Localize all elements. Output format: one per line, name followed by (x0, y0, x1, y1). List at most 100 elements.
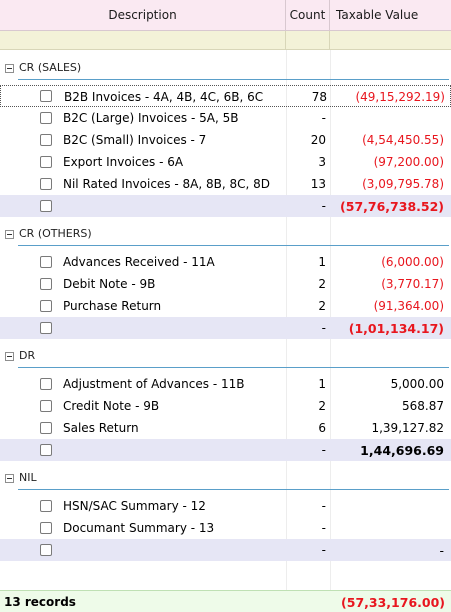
row-checkbox[interactable] (40, 178, 52, 190)
table-row[interactable]: Credit Note - 9B 2 568.87 (0, 395, 451, 417)
row-description: Advances Received - 11A (63, 255, 215, 269)
row-count: - (321, 521, 326, 535)
table-row[interactable]: Nil Rated Invoices - 8A, 8B, 8C, 8D 13 (… (0, 173, 451, 195)
subtotal-value: (57,76,738.52) (340, 199, 444, 214)
row-description: HSN/SAC Summary - 12 (63, 499, 206, 513)
group-header-cr-others[interactable]: CR (OTHERS) (0, 226, 451, 248)
row-description: B2B Invoices - 4A, 4B, 4C, 6B, 6C (64, 90, 264, 104)
record-count: 13 records (4, 595, 76, 609)
row-count: 3 (318, 155, 326, 169)
column-header-count[interactable]: Count (286, 0, 330, 31)
row-description: Nil Rated Invoices - 8A, 8B, 8C, 8D (63, 177, 271, 191)
row-description: Adjustment of Advances - 11B (63, 377, 245, 391)
row-count: 13 (310, 177, 326, 191)
group-label: DR (19, 349, 36, 362)
row-checkbox[interactable] (40, 134, 52, 146)
row-checkbox[interactable] (40, 256, 52, 268)
row-taxable-value: (97,200.00) (373, 155, 444, 169)
table-row[interactable]: B2C (Large) Invoices - 5A, 5B - (0, 107, 451, 129)
column-header-taxable-value[interactable]: Taxable Value (336, 8, 419, 22)
grand-total-value: (57,33,176.00) (341, 595, 445, 610)
table-row[interactable]: B2C (Small) Invoices - 7 20 (4,54,450.55… (0, 129, 451, 151)
group-header-cr-sales[interactable]: CR (SALES) (0, 60, 451, 82)
subtotal-value: (1,01,134.17) (348, 321, 444, 336)
row-taxable-value: (4,54,450.55) (362, 133, 444, 147)
column-header-description[interactable]: Description (0, 0, 286, 31)
table-row[interactable]: Purchase Return 2 (91,364.00) (0, 295, 451, 317)
group-subtotal-row[interactable]: - - (0, 539, 451, 561)
row-count: 6 (318, 421, 326, 435)
filter-cell-count[interactable] (286, 31, 330, 50)
row-checkbox[interactable] (40, 112, 52, 124)
row-checkbox[interactable] (40, 544, 52, 556)
grid-footer: 13 records (57,33,176.00) (0, 590, 451, 612)
group-label: CR (SALES) (19, 61, 82, 74)
row-checkbox[interactable] (40, 444, 52, 456)
row-checkbox[interactable] (40, 300, 52, 312)
subtotal-count: - (321, 543, 326, 557)
row-checkbox[interactable] (40, 156, 52, 168)
row-count: 2 (318, 299, 326, 313)
group-label: CR (OTHERS) (19, 227, 92, 240)
group-header-dr[interactable]: DR (0, 348, 451, 370)
row-description: B2C (Small) Invoices - 7 (63, 133, 207, 147)
row-checkbox[interactable] (40, 378, 52, 390)
row-description: Purchase Return (63, 299, 162, 313)
group-divider (18, 245, 449, 246)
row-count: 1 (318, 255, 326, 269)
table-row[interactable]: HSN/SAC Summary - 12 - (0, 495, 451, 517)
table-row[interactable]: Documant Summary - 13 - (0, 517, 451, 539)
row-count: 20 (310, 133, 326, 147)
group-subtotal-row[interactable]: - 1,44,696.69 (0, 439, 451, 461)
row-description: Export Invoices - 6A (63, 155, 184, 169)
group-subtotal-row[interactable]: - (1,01,134.17) (0, 317, 451, 339)
group-divider (18, 367, 449, 368)
row-count: 2 (318, 399, 326, 413)
subtotal-value: 1,44,696.69 (360, 443, 444, 458)
row-count: - (321, 111, 326, 125)
filter-cell-description[interactable] (0, 31, 286, 50)
row-description: Documant Summary - 13 (63, 521, 215, 535)
row-count: - (321, 499, 326, 513)
group-header-nil[interactable]: NIL (0, 470, 451, 492)
collapse-toggle-icon[interactable] (5, 474, 14, 483)
row-description: Sales Return (63, 421, 139, 435)
row-taxable-value: (3,770.17) (381, 277, 444, 291)
row-checkbox[interactable] (40, 200, 52, 212)
row-taxable-value: 5,000.00 (390, 377, 444, 391)
filter-row[interactable] (0, 31, 451, 50)
subtotal-count: - (321, 199, 326, 213)
subtotal-count: - (321, 321, 326, 335)
row-checkbox[interactable] (40, 500, 52, 512)
table-row[interactable]: Export Invoices - 6A 3 (97,200.00) (0, 151, 451, 173)
collapse-toggle-icon[interactable] (5, 64, 14, 73)
group-subtotal-row[interactable]: - (57,76,738.52) (0, 195, 451, 217)
row-checkbox[interactable] (40, 422, 52, 434)
group-divider (18, 489, 449, 490)
row-checkbox[interactable] (40, 400, 52, 412)
row-taxable-value: 1,39,127.82 (371, 421, 444, 435)
grid-header: Description Count Taxable Value (0, 0, 451, 31)
row-taxable-value: (3,09,795.78) (362, 177, 444, 191)
row-description: Debit Note - 9B (63, 277, 156, 291)
row-checkbox[interactable] (40, 90, 52, 102)
table-row[interactable]: Debit Note - 9B 2 (3,770.17) (0, 273, 451, 295)
group-divider (18, 79, 449, 80)
group-label: NIL (19, 471, 37, 484)
row-description: B2C (Large) Invoices - 5A, 5B (63, 111, 239, 125)
collapse-toggle-icon[interactable] (5, 230, 14, 239)
row-count: 78 (311, 90, 327, 104)
row-taxable-value: (49,15,292.19) (355, 90, 445, 104)
collapse-toggle-icon[interactable] (5, 352, 14, 361)
table-row[interactable]: Advances Received - 11A 1 (6,000.00) (0, 251, 451, 273)
row-checkbox[interactable] (40, 322, 52, 334)
table-row[interactable]: B2B Invoices - 4A, 4B, 4C, 6B, 6C 78 (49… (0, 85, 451, 107)
table-row[interactable]: Sales Return 6 1,39,127.82 (0, 417, 451, 439)
row-count: 1 (318, 377, 326, 391)
row-description: Credit Note - 9B (63, 399, 160, 413)
row-checkbox[interactable] (40, 278, 52, 290)
row-checkbox[interactable] (40, 522, 52, 534)
table-row[interactable]: Adjustment of Advances - 11B 1 5,000.00 (0, 373, 451, 395)
subtotal-value: - (439, 543, 444, 558)
subtotal-count: - (321, 443, 326, 457)
